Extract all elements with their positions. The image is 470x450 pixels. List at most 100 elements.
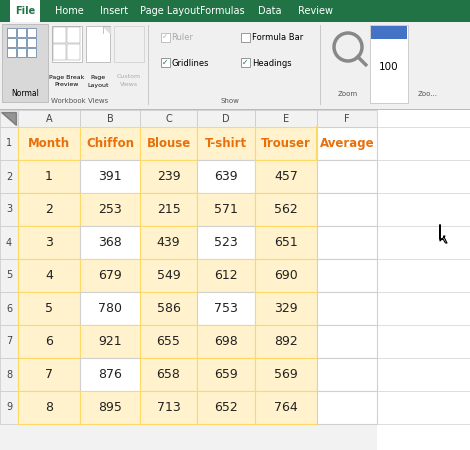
Bar xyxy=(0,424,470,450)
Bar xyxy=(241,33,250,42)
Bar xyxy=(255,110,317,127)
Text: Home: Home xyxy=(55,6,84,16)
Text: 562: 562 xyxy=(274,203,298,216)
Bar xyxy=(255,391,317,424)
Text: Formula Bar: Formula Bar xyxy=(252,33,303,42)
Text: 2: 2 xyxy=(45,203,53,216)
Text: Views: Views xyxy=(120,82,138,87)
Bar xyxy=(80,325,140,358)
Bar xyxy=(10,0,40,22)
Text: 921: 921 xyxy=(98,335,122,348)
Text: 569: 569 xyxy=(274,368,298,381)
Text: 690: 690 xyxy=(274,269,298,282)
Bar xyxy=(320,25,321,105)
Bar xyxy=(86,26,110,62)
Bar xyxy=(241,58,250,67)
Bar xyxy=(0,127,18,160)
Text: 612: 612 xyxy=(214,269,238,282)
Bar xyxy=(7,38,16,47)
Text: 652: 652 xyxy=(214,401,238,414)
Bar xyxy=(197,391,255,424)
Bar xyxy=(317,160,377,193)
Text: 876: 876 xyxy=(98,368,122,381)
Bar xyxy=(0,160,18,193)
Bar xyxy=(80,160,140,193)
Text: Chiffon: Chiffon xyxy=(86,137,134,150)
Bar xyxy=(197,259,255,292)
Bar xyxy=(148,25,149,105)
Text: 391: 391 xyxy=(98,170,122,183)
Text: 4: 4 xyxy=(45,269,53,282)
Text: Formulas: Formulas xyxy=(200,6,244,16)
Text: Insert: Insert xyxy=(100,6,128,16)
Text: ✓: ✓ xyxy=(162,34,168,40)
Text: Show: Show xyxy=(220,98,239,104)
Text: 1: 1 xyxy=(6,139,12,148)
Text: Blouse: Blouse xyxy=(146,137,191,150)
Text: Ruler: Ruler xyxy=(171,33,193,42)
Polygon shape xyxy=(103,26,110,33)
Bar xyxy=(255,259,317,292)
Bar xyxy=(377,110,470,450)
Bar xyxy=(317,110,377,127)
Bar xyxy=(18,292,80,325)
Bar xyxy=(27,48,36,57)
Bar xyxy=(140,292,197,325)
Bar xyxy=(18,193,80,226)
Text: 764: 764 xyxy=(274,401,298,414)
Bar xyxy=(140,127,197,160)
Bar xyxy=(2,24,48,102)
Bar xyxy=(255,292,317,325)
Text: 8: 8 xyxy=(45,401,53,414)
Text: 639: 639 xyxy=(214,170,238,183)
Bar xyxy=(0,226,18,259)
Bar xyxy=(255,358,317,391)
Bar xyxy=(140,391,197,424)
Bar xyxy=(0,193,18,226)
Text: 780: 780 xyxy=(98,302,122,315)
Text: 3: 3 xyxy=(45,236,53,249)
Bar xyxy=(140,226,197,259)
Text: ✓: ✓ xyxy=(162,58,168,67)
Text: 679: 679 xyxy=(98,269,122,282)
Text: 658: 658 xyxy=(157,368,180,381)
Bar xyxy=(317,259,377,292)
Text: 329: 329 xyxy=(274,302,298,315)
Text: 753: 753 xyxy=(214,302,238,315)
Bar xyxy=(0,259,18,292)
Bar xyxy=(18,325,80,358)
Text: 9: 9 xyxy=(6,402,12,413)
Bar xyxy=(140,193,197,226)
Text: Custom: Custom xyxy=(117,75,141,80)
Text: 3: 3 xyxy=(6,204,12,215)
Text: 7: 7 xyxy=(6,337,12,347)
Text: 368: 368 xyxy=(98,236,122,249)
Bar xyxy=(197,127,255,160)
Bar xyxy=(67,44,80,60)
Text: Trouser: Trouser xyxy=(261,137,311,150)
Bar xyxy=(17,28,26,37)
Text: Review: Review xyxy=(298,6,333,16)
Bar xyxy=(0,325,18,358)
Bar xyxy=(17,48,26,57)
Bar xyxy=(197,110,255,127)
Bar xyxy=(0,0,470,22)
Text: 698: 698 xyxy=(214,335,238,348)
Text: 239: 239 xyxy=(157,170,180,183)
Bar xyxy=(255,127,317,160)
Bar xyxy=(0,109,470,110)
Text: Layout: Layout xyxy=(87,82,109,87)
Bar xyxy=(80,110,140,127)
Bar xyxy=(0,292,18,325)
Bar xyxy=(317,226,377,259)
Bar xyxy=(27,28,36,37)
Bar xyxy=(80,358,140,391)
Bar xyxy=(18,259,80,292)
Bar xyxy=(197,325,255,358)
Bar xyxy=(197,292,255,325)
Bar xyxy=(140,110,197,127)
Bar xyxy=(0,110,18,127)
Text: 457: 457 xyxy=(274,170,298,183)
Bar xyxy=(317,325,377,358)
Text: 100: 100 xyxy=(379,62,399,72)
